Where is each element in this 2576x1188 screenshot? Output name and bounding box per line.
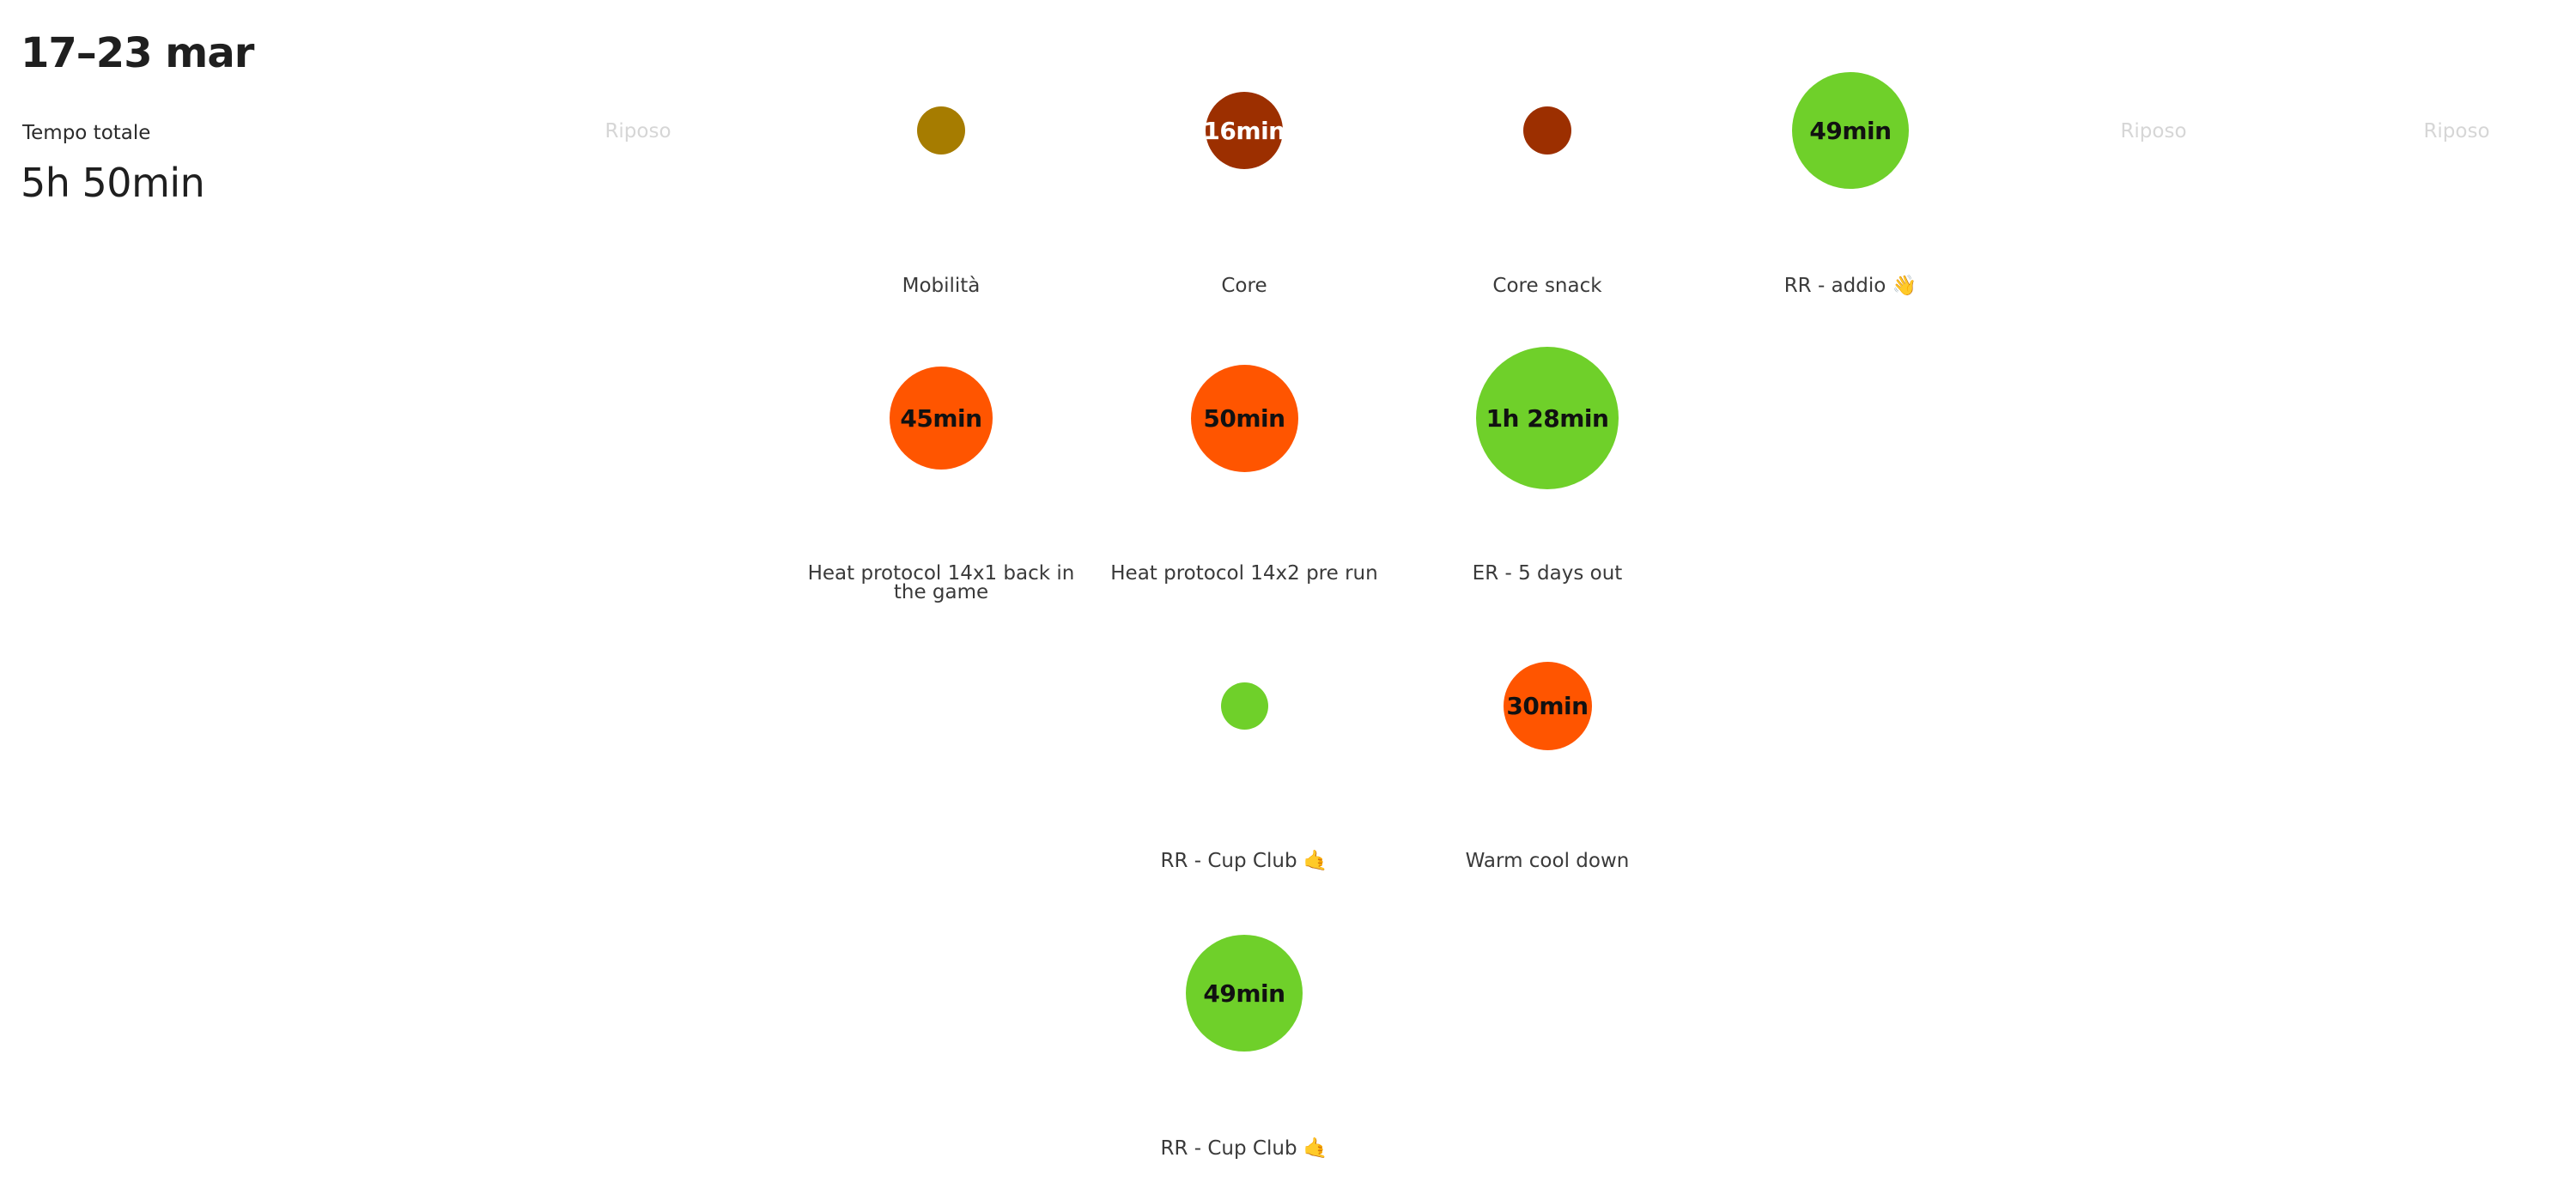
workout-duration-bubble[interactable]: 49min <box>1186 935 1303 1052</box>
workout-duration-bubble[interactable]: 50min <box>1190 364 1298 472</box>
workout-bubble-area <box>791 45 1091 216</box>
workout-duration-bubble[interactable]: 49min <box>1792 72 1909 189</box>
workout-bubble-area: 49min <box>1094 907 1394 1079</box>
workout-duration-bubble[interactable] <box>1220 682 1268 730</box>
day-column: 49min RR - addio 👋 <box>1700 0 2001 1188</box>
workout-duration-bubble[interactable] <box>917 106 965 155</box>
week-range-title: 17–23 mar <box>21 29 254 77</box>
workout-bubble-area: 45min <box>791 332 1091 504</box>
workout-name[interactable]: RR - Cup Club 🤙 <box>1160 1137 1328 1160</box>
workout-bubble-area <box>1094 620 1394 791</box>
workout-name[interactable]: ER - 5 days out <box>1472 562 1623 585</box>
workout-duration-bubble[interactable]: 16min <box>1203 92 1285 169</box>
rest-day-label: Riposo <box>2423 120 2490 142</box>
workout-name[interactable]: Warm cool down <box>1465 850 1630 872</box>
workout-name[interactable]: Core <box>1221 275 1267 297</box>
total-time-label: Tempo totale <box>22 122 151 144</box>
workout-duration-bubble[interactable] <box>1523 106 1571 155</box>
workout-bubble-area: 50min <box>1094 332 1394 504</box>
day-column: Riposo <box>2003 0 2304 1188</box>
day-column: Riposo <box>2306 0 2576 1188</box>
workout-name[interactable]: Core snack <box>1492 275 1602 297</box>
workout-name[interactable]: RR - addio 👋 <box>1783 275 1917 297</box>
workout-bubble-area: 1h 28min <box>1397 332 1698 504</box>
workout-duration-bubble[interactable]: 30min <box>1503 661 1592 750</box>
workout-bubble-area: 49min <box>1700 45 2001 216</box>
workout-duration-bubble[interactable]: 45min <box>890 367 993 470</box>
total-time-value: 5h 50min <box>21 160 205 206</box>
workout-duration-bubble[interactable]: 1h 28min <box>1476 347 1619 489</box>
workout-bubble-area <box>1397 45 1698 216</box>
day-column: Core snack 1h 28min ER - 5 days out 30min Wa… <box>1397 0 1698 1188</box>
workout-name[interactable]: Heat protocol 14x1 back in the game <box>807 562 1075 603</box>
workout-bubble-area: 30min <box>1397 620 1698 791</box>
workout-name[interactable]: Heat protocol 14x2 pre run <box>1110 562 1378 585</box>
workout-name[interactable]: Mobilità <box>902 275 981 297</box>
workout-name[interactable]: RR - Cup Club 🤙 <box>1160 850 1328 872</box>
day-column: Riposo <box>488 0 788 1188</box>
day-column: Mobilità 45min Heat protocol 14x1 back in … <box>791 0 1091 1188</box>
rest-day-label: Riposo <box>605 120 671 142</box>
rest-day-label: Riposo <box>2120 120 2187 142</box>
day-column: 16min Core 50min Heat protocol 14x2 pre run… <box>1094 0 1394 1188</box>
workout-bubble-area: 16min <box>1094 45 1394 216</box>
